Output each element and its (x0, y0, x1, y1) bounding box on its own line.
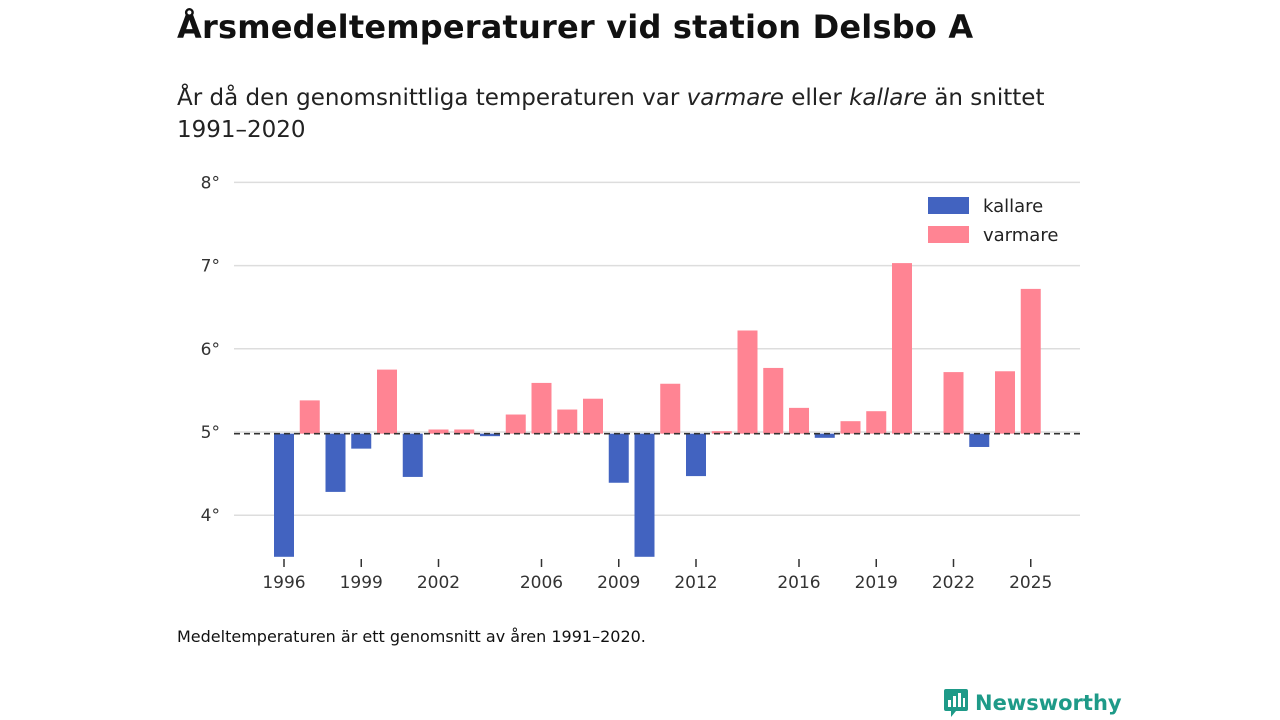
bar-2000 (377, 369, 397, 434)
legend-swatch-varmare (928, 226, 969, 243)
bar-2013 (711, 431, 732, 434)
x-tick-label-2025: 2025 (1009, 573, 1052, 593)
bar-2016 (789, 407, 809, 434)
bar-2010 (634, 433, 655, 557)
legend-swatch-kallare (928, 197, 969, 214)
bar-1996 (274, 433, 294, 557)
brand-name: Newsworthy (975, 691, 1122, 715)
footnote: Medeltemperaturen är ett genomsnitt av å… (177, 627, 646, 646)
bar-2018 (840, 421, 861, 434)
bar-2024 (995, 371, 1015, 434)
subtitle-suffix: än snittet 1991–2020 (177, 85, 1045, 143)
bar-2011 (660, 383, 681, 434)
newsworthy-logo-icon (944, 689, 968, 717)
subtitle-middle: eller (783, 85, 850, 111)
bar-2015 (763, 367, 784, 434)
chart-title: Årsmedeltemperaturer vid station Delsbo … (177, 8, 974, 46)
x-tick-label-1996: 1996 (262, 573, 305, 593)
chart-subtitle: År då den genomsnittliga temperaturen va… (177, 82, 1057, 146)
bar-2020 (892, 263, 912, 434)
bar-2014 (737, 330, 758, 434)
subtitle-warm-word: varmare (686, 85, 784, 111)
bar-2017 (814, 433, 835, 438)
bar-2002 (428, 429, 449, 434)
x-tick-label-2012: 2012 (674, 573, 717, 593)
y-tick-label-7: 7° (201, 257, 220, 277)
bar-2001 (402, 433, 423, 477)
bar-2009 (608, 433, 629, 483)
x-tick-label-2016: 2016 (777, 573, 820, 593)
bar-2012 (686, 433, 706, 477)
bar-2004 (480, 433, 500, 437)
legend-label-kallare: kallare (983, 196, 1043, 217)
bar-1999 (351, 433, 372, 449)
bar-2006 (531, 382, 552, 434)
x-tick-label-2009: 2009 (597, 573, 640, 593)
bar-2007 (557, 409, 578, 434)
x-tick-label-2006: 2006 (520, 573, 563, 593)
bar-2019 (866, 411, 887, 434)
bar-2003 (454, 429, 475, 434)
x-tick-label-2002: 2002 (417, 573, 460, 593)
bar-1997 (299, 400, 320, 434)
bar-2005 (505, 414, 526, 434)
y-tick-label-6: 6° (201, 340, 220, 360)
bar-2008 (583, 398, 603, 434)
subtitle-prefix: År då den genomsnittliga temperaturen va… (177, 85, 687, 111)
x-tick-label-2019: 2019 (855, 573, 898, 593)
legend-label-varmare: varmare (983, 225, 1058, 246)
bar-1998 (325, 433, 346, 492)
subtitle-cold-word: kallare (849, 85, 928, 111)
y-tick-label-4: 4° (201, 506, 220, 526)
x-tick-label-2022: 2022 (932, 573, 975, 593)
bar-2025 (1020, 288, 1041, 434)
brand-logo: Newsworthy (943, 686, 1122, 720)
bar-2023 (969, 433, 990, 447)
bar-2022 (943, 372, 964, 434)
y-tick-label-8: 8° (201, 173, 220, 193)
x-tick-label-1999: 1999 (340, 573, 383, 593)
y-tick-label-5: 5° (201, 423, 220, 443)
